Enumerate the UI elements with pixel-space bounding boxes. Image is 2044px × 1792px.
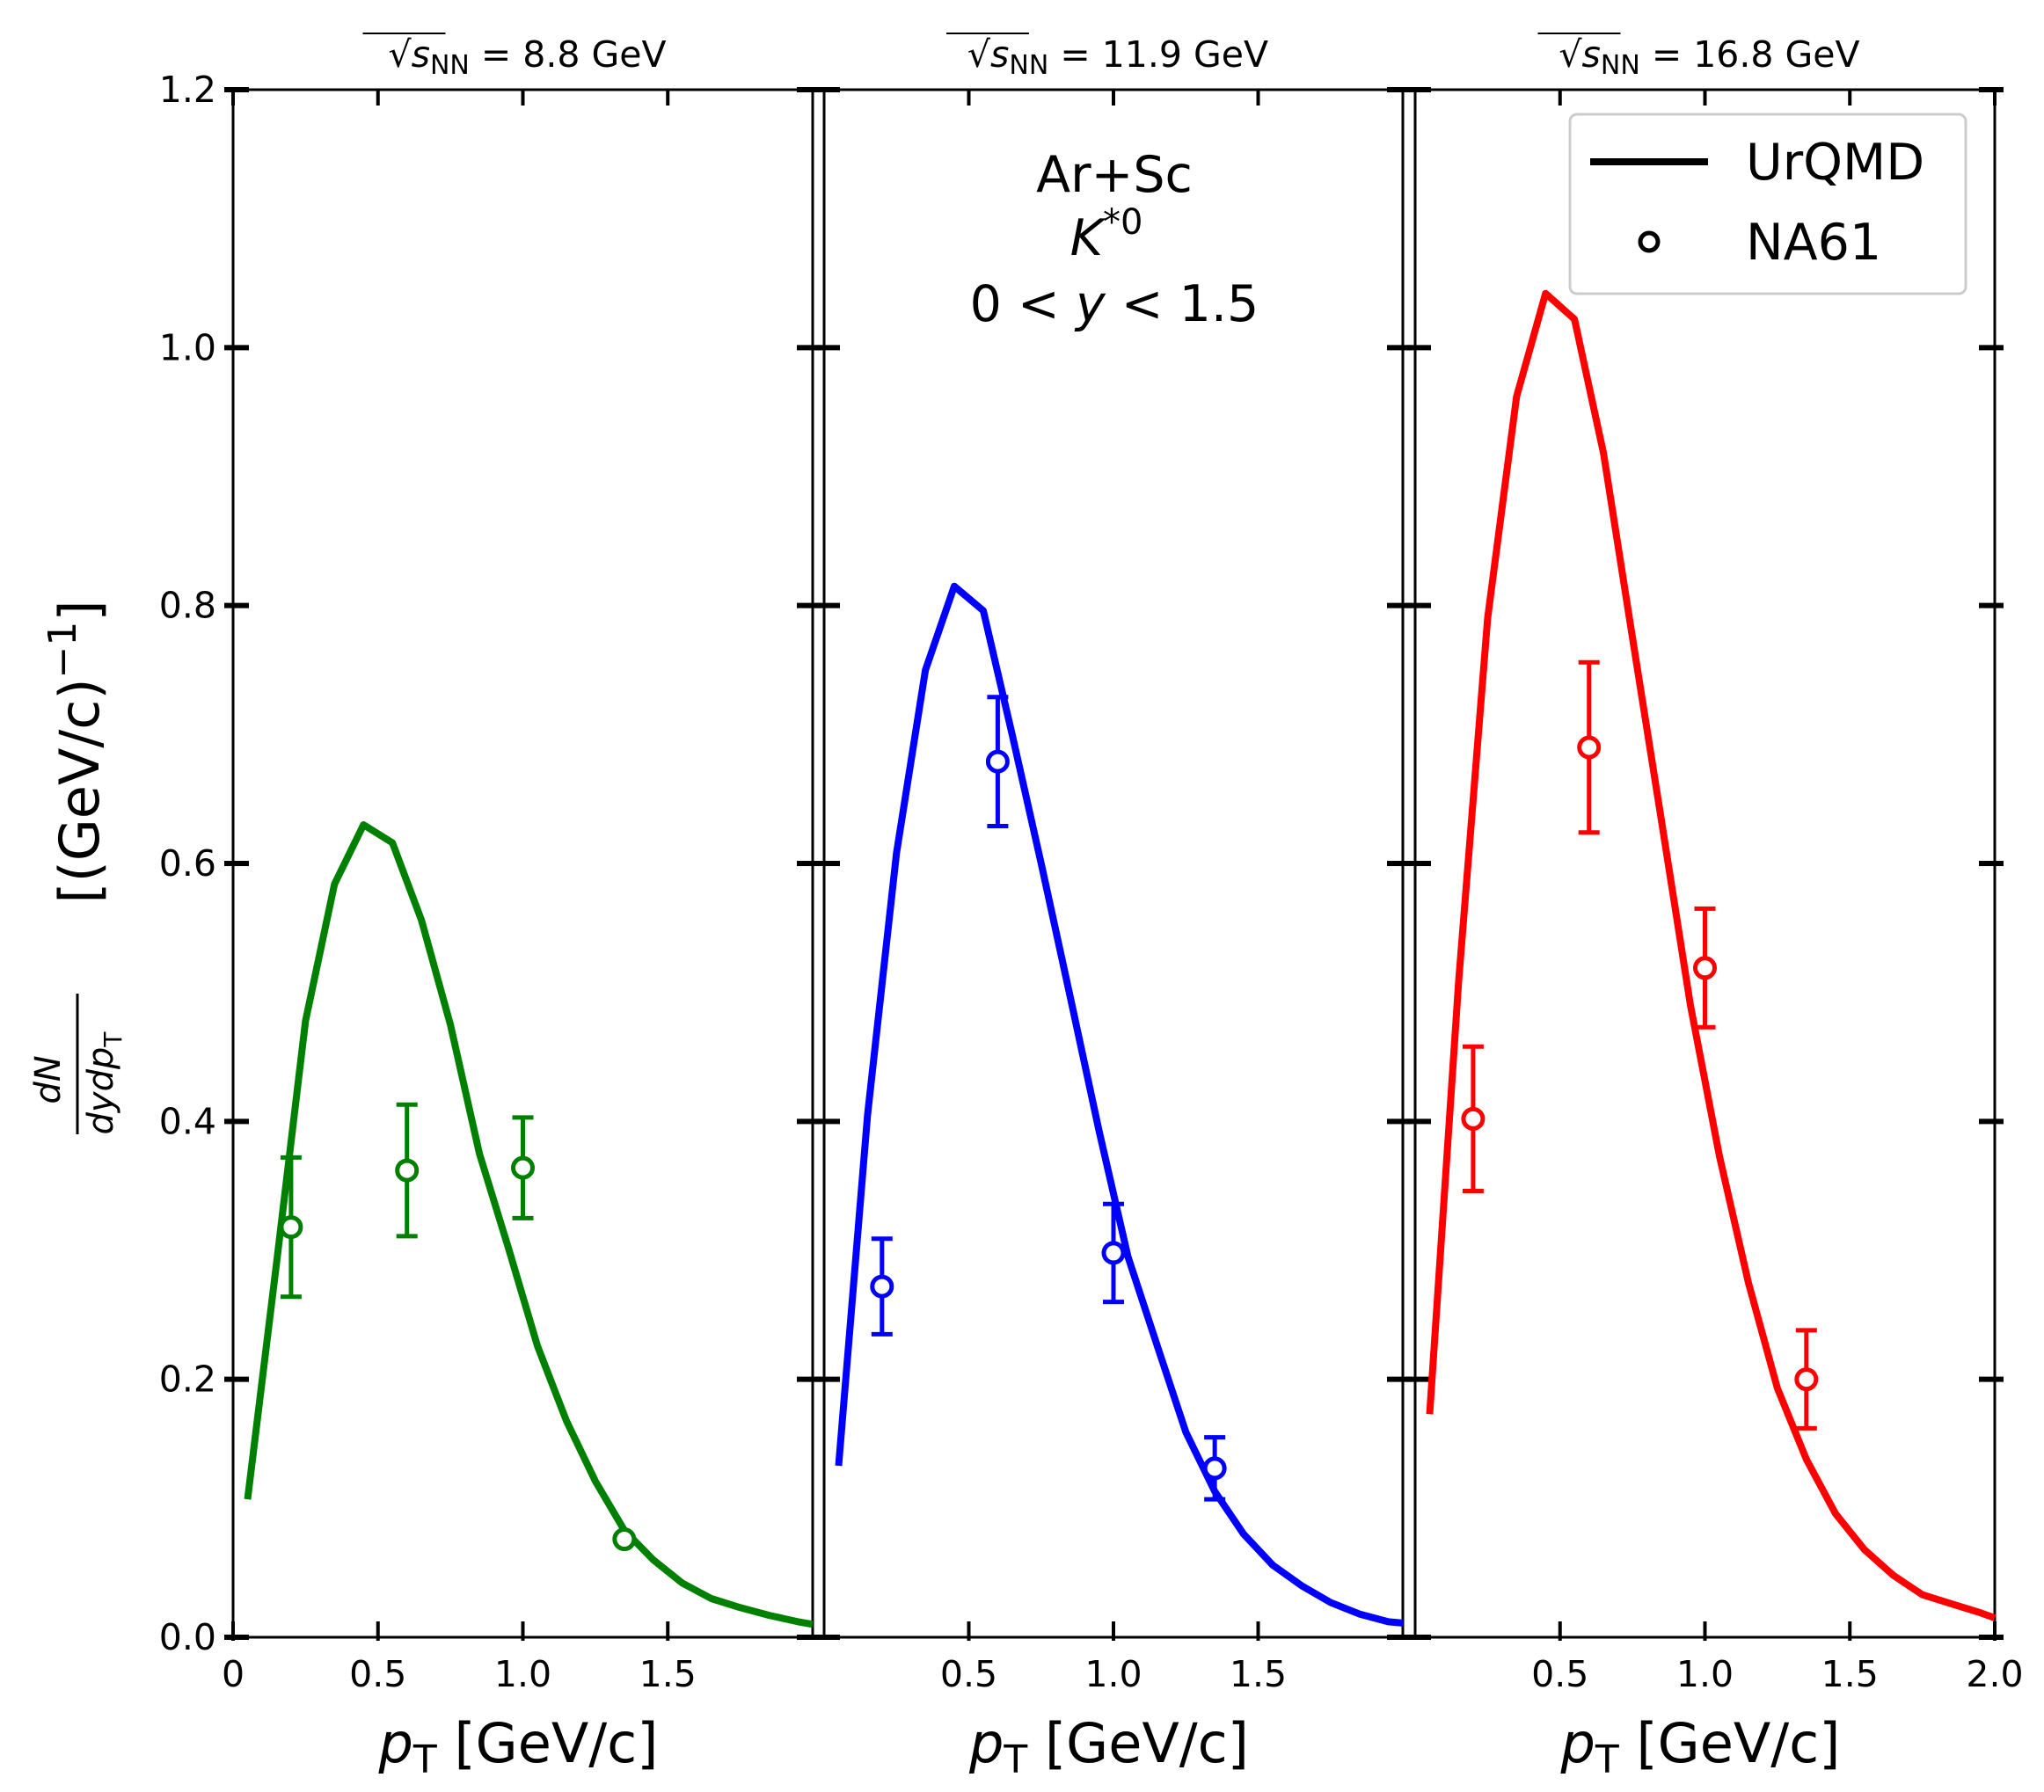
y-axis-label: dN dydpT [(GeV/c)−1] bbox=[28, 600, 128, 1134]
x-axis-label: pT [GeV/c] bbox=[378, 1711, 659, 1782]
na61-point bbox=[279, 1215, 303, 1240]
x-tick-label: 1.0 bbox=[494, 1653, 551, 1695]
na61-point bbox=[1693, 956, 1717, 980]
na61-point bbox=[1101, 1241, 1126, 1265]
y-tick-label: 0.8 bbox=[159, 585, 216, 627]
legend-urqmd-label: UrQMD bbox=[1746, 134, 1924, 192]
y-label-frac-den-a: dydp bbox=[81, 1047, 121, 1135]
legend-marker-sample bbox=[1638, 230, 1661, 253]
y-tick-label: 0.4 bbox=[159, 1100, 216, 1142]
plot-frame bbox=[1413, 88, 1997, 1639]
x-axis-label: pT [GeV/c] bbox=[968, 1711, 1249, 1782]
y-label-unit-text: [(GeV/c) bbox=[47, 678, 112, 903]
legend: UrQMD NA61 bbox=[1568, 113, 1967, 295]
annotation-rapidity-b: < 1.5 bbox=[1106, 275, 1259, 333]
title-value: = 8.8 GeV bbox=[470, 33, 667, 76]
urqmd-curve bbox=[1426, 289, 1997, 1621]
panel-11-9-gev: √sNN = 11.9 GeV 0.5 1.0 1.5 pT [GeV/c] bbox=[815, 33, 1412, 1782]
x-label-var: p bbox=[1560, 1711, 1595, 1775]
x-label-unit: [GeV/c] bbox=[1027, 1711, 1249, 1775]
annotation-particle-sup: *0 bbox=[1103, 202, 1142, 243]
x-tick-label: 1.5 bbox=[639, 1653, 697, 1695]
y-tick-labels: 0.0 0.2 0.4 0.6 0.8 1.0 1.2 bbox=[159, 69, 216, 1658]
panel-16-8-gev: √sNN = 16.8 GeV 0.5 1.0 1.5 2.0 pT [GeV/c] bbox=[1406, 33, 2024, 1782]
x-tick-label: 1.5 bbox=[1821, 1653, 1879, 1695]
x-axis-label: pT [GeV/c] bbox=[1560, 1711, 1841, 1782]
panel-8-8-gev: √sNN = 8.8 GeV 0 0.5 1.0 1.5 pT [GeV/c] bbox=[222, 33, 821, 1782]
y-label-exp: −1 bbox=[40, 622, 85, 679]
title-sqrt: √ bbox=[388, 33, 412, 76]
y-label-close: ] bbox=[47, 600, 112, 621]
na61-point bbox=[985, 749, 1010, 774]
x-tick-label: 0.5 bbox=[1531, 1653, 1588, 1695]
title-sub: NN bbox=[1009, 50, 1048, 81]
x-tick-label: 2.0 bbox=[1966, 1653, 2023, 1695]
panel-title: √sNN = 11.9 GeV bbox=[967, 33, 1268, 81]
x-label-sub: T bbox=[412, 1737, 437, 1782]
x-tick-label: 0.5 bbox=[349, 1653, 406, 1695]
x-tick-label: 1.0 bbox=[1084, 1653, 1142, 1695]
na61-point bbox=[1202, 1456, 1227, 1481]
x-tick-label: 0.5 bbox=[940, 1653, 997, 1695]
annotation-rapidity-a: 0 < bbox=[970, 275, 1076, 333]
na61-point bbox=[1794, 1367, 1819, 1392]
y-tick-label: 0.6 bbox=[159, 842, 216, 885]
annotation-rapidity: 0 < y < 1.5 bbox=[970, 275, 1259, 333]
x-label-unit: [GeV/c] bbox=[1619, 1711, 1841, 1775]
x-label-unit: [GeV/c] bbox=[437, 1711, 659, 1775]
na61-point bbox=[612, 1527, 637, 1552]
na61-point bbox=[511, 1155, 535, 1180]
annotation-particle: K*0 bbox=[1070, 202, 1143, 267]
annotation-particle-var: K bbox=[1070, 209, 1107, 267]
na61-point bbox=[870, 1274, 894, 1299]
annotation-rapidity-var: y bbox=[1074, 275, 1106, 333]
na61-point bbox=[1577, 735, 1602, 760]
x-tick-label: 0 bbox=[222, 1653, 245, 1695]
title-var: s bbox=[1582, 33, 1601, 76]
collision-annotation: Ar+Sc K*0 0 < y < 1.5 bbox=[970, 146, 1259, 333]
panel-title: √sNN = 8.8 GeV bbox=[388, 33, 666, 81]
na61-point bbox=[395, 1158, 420, 1183]
annotation-system: Ar+Sc bbox=[1036, 146, 1193, 204]
x-label-sub: T bbox=[1595, 1737, 1619, 1782]
title-var: s bbox=[990, 33, 1009, 76]
x-tick-label: 1.0 bbox=[1676, 1653, 1734, 1695]
plot-frame bbox=[231, 88, 814, 1639]
y-tick-label: 0.2 bbox=[159, 1359, 216, 1401]
na61-point bbox=[1461, 1106, 1486, 1131]
y-label-frac-num: dN bbox=[28, 1055, 69, 1104]
title-sub: NN bbox=[430, 50, 470, 81]
x-tick-label: 1.5 bbox=[1230, 1653, 1287, 1695]
title-sqrt: √ bbox=[967, 33, 991, 76]
y-label-frac-den: dydpT bbox=[81, 1031, 128, 1135]
x-label-sub: T bbox=[1003, 1737, 1027, 1782]
title-var: s bbox=[412, 33, 430, 76]
y-label-frac-den-sub: T bbox=[99, 1031, 128, 1048]
y-tick-label: 0.0 bbox=[159, 1616, 216, 1658]
title-sub: NN bbox=[1601, 50, 1640, 81]
title-value: = 16.8 GeV bbox=[1640, 33, 1860, 76]
panel-title: √sNN = 16.8 GeV bbox=[1559, 33, 1859, 81]
y-tick-label: 1.2 bbox=[159, 69, 216, 111]
legend-na61-label: NA61 bbox=[1746, 214, 1881, 272]
x-label-var: p bbox=[968, 1711, 1004, 1775]
x-label-var: p bbox=[378, 1711, 413, 1775]
y-tick-label: 1.0 bbox=[159, 326, 216, 368]
urqmd-curve bbox=[835, 582, 1404, 1627]
title-value: = 11.9 GeV bbox=[1048, 33, 1268, 76]
urqmd-curve bbox=[244, 821, 814, 1628]
title-sqrt: √ bbox=[1559, 33, 1582, 76]
y-label-unit: [(GeV/c)−1] bbox=[40, 600, 112, 903]
